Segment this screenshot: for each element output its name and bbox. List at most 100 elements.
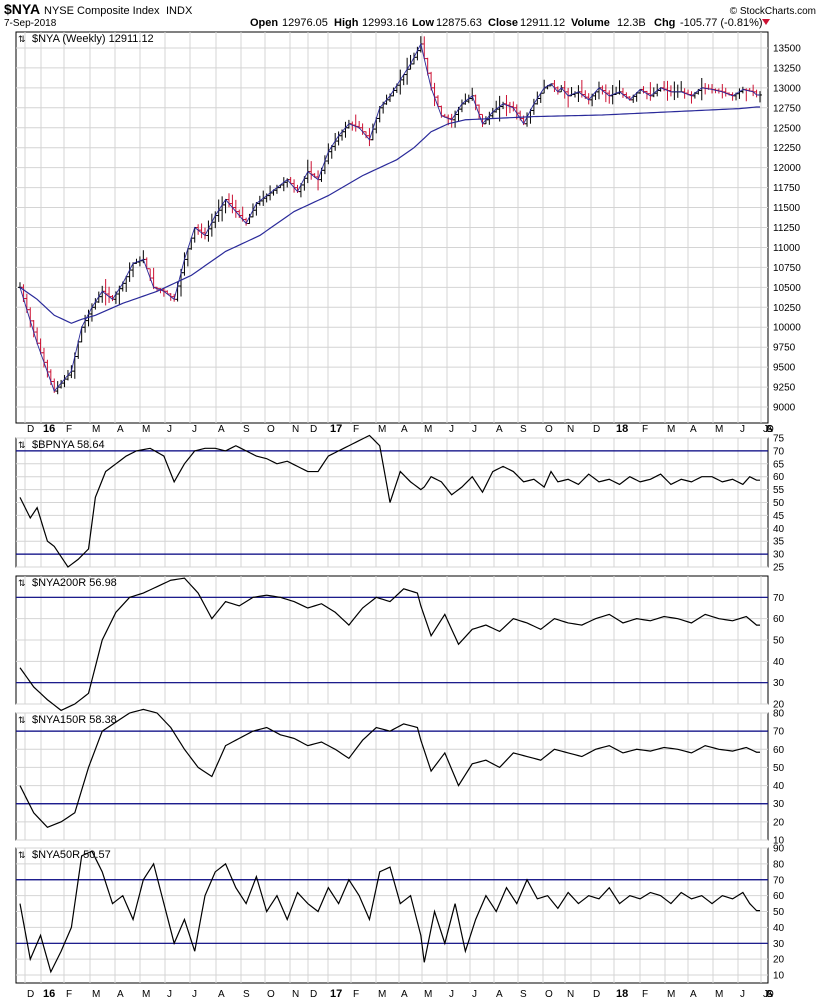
open-value: 12976.05 — [282, 17, 328, 29]
high-label: High — [334, 17, 359, 29]
x-tick-label: D — [27, 424, 34, 435]
x-tick-label: A — [690, 424, 697, 435]
y-tick-label: 40 — [773, 923, 785, 934]
x-tick-label: M — [142, 424, 150, 435]
y-tick-label: 30 — [773, 799, 785, 810]
x-tick-label: M — [667, 989, 675, 1000]
y-tick-label: 25 — [773, 563, 785, 574]
x-tick-label: O — [766, 989, 774, 1000]
y-tick-label: 80 — [773, 709, 785, 720]
x-tick-label: J — [167, 424, 172, 435]
x-tick-label: F — [642, 989, 648, 1000]
x-tick-label: F — [353, 989, 359, 1000]
y-tick-label: 30 — [773, 550, 785, 561]
x-tick-label: 16 — [43, 988, 55, 1000]
x-tick-label: A — [218, 424, 225, 435]
y-tick-label: 20 — [773, 955, 785, 966]
y-tick-label: 30 — [773, 939, 785, 950]
x-tick-label: M — [92, 989, 100, 1000]
x-tick-label: A — [496, 989, 503, 1000]
exchange: INDX — [166, 5, 193, 17]
x-tick-label: M — [715, 989, 723, 1000]
x-tick-label: 17 — [330, 988, 342, 1000]
x-tick-label: O — [766, 424, 774, 435]
y-tick-label: 60 — [773, 891, 785, 902]
y-tick-label: 10750 — [773, 263, 801, 274]
open-label: Open — [250, 17, 278, 29]
y-tick-label: 11000 — [773, 243, 801, 254]
x-tick-label: M — [424, 989, 432, 1000]
x-tick-label: S — [243, 424, 250, 435]
indicator-panel-2: 20 30 40 50 60 70 $NYA200R 56.98 ⇅ — [15, 575, 785, 712]
y-tick-label: 60 — [773, 614, 785, 625]
x-tick-label: N — [567, 989, 574, 1000]
y-tick-label: 12750 — [773, 103, 801, 114]
y-tick-label: 50 — [773, 907, 785, 918]
y-tick-label: 20 — [773, 700, 785, 711]
y-tick-label: 10 — [773, 971, 785, 982]
indicator-line — [19, 850, 760, 974]
y-tick-label: 12250 — [773, 143, 801, 154]
x-tick-label: M — [378, 989, 386, 1000]
x-tick-label: O — [267, 989, 275, 1000]
x-tick-label: S — [766, 989, 773, 1000]
x-tick-label: D — [593, 424, 600, 435]
x-tick-label: F — [66, 989, 72, 1000]
x-tick-label: M — [142, 989, 150, 1000]
x-tick-label: A — [117, 424, 124, 435]
y-tick-label: 50 — [773, 763, 785, 774]
y-tick-label: 70 — [773, 727, 785, 738]
panel-frame — [15, 712, 769, 841]
x-tick-label: S — [520, 989, 527, 1000]
y-tick-label: 10250 — [773, 303, 801, 314]
source-credit: © StockCharts.com — [730, 6, 816, 17]
x-tick-label: D — [310, 424, 317, 435]
x-tick-label: M — [378, 424, 386, 435]
x-tick-label: J — [763, 989, 768, 1000]
panel-legend: $BPNYA 58.64 — [32, 439, 105, 451]
x-tick-label: J — [763, 424, 768, 435]
x-tick-label: A — [766, 424, 773, 435]
y-tick-label: 80 — [773, 859, 785, 870]
y-tick-label: 65 — [773, 459, 785, 470]
x-tick-label: F — [353, 424, 359, 435]
moving-average-line — [19, 106, 760, 324]
x-tick-label: S — [243, 989, 250, 1000]
low-label: Low — [412, 17, 434, 29]
y-tick-label: 13500 — [773, 43, 801, 54]
y-tick-label: 12500 — [773, 123, 801, 134]
panel-legend: $NYA150R 58.38 — [32, 714, 117, 726]
y-tick-label: 90 — [773, 844, 785, 855]
y-tick-label: 70 — [773, 593, 785, 604]
x-tick-label: F — [66, 424, 72, 435]
x-tick-label: S — [766, 424, 773, 435]
x-tick-label: A — [218, 989, 225, 1000]
y-tick-label: 11500 — [773, 203, 801, 214]
x-tick-label: O — [545, 424, 553, 435]
y-tick-label: 75 — [773, 434, 785, 445]
x-tick-label: S — [520, 424, 527, 435]
y-tick-label: 10500 — [773, 283, 801, 294]
legend-arrows-icon: ⇅ — [18, 34, 26, 44]
x-tick-label: J — [167, 989, 172, 1000]
x-tick-label: A — [401, 989, 408, 1000]
volume-label: Volume — [571, 17, 610, 29]
y-tick-label: 11250 — [773, 223, 801, 234]
low-value: 12875.63 — [436, 17, 482, 29]
x-tick-label: N — [567, 424, 574, 435]
panel-legend: $NYA200R 56.98 — [32, 577, 117, 589]
y-tick-label: 9000 — [773, 403, 796, 414]
index-name: NYSE Composite Index — [44, 5, 160, 17]
x-tick-label: J — [449, 989, 454, 1000]
y-tick-label: 60 — [773, 472, 785, 483]
y-tick-label: 11750 — [773, 183, 801, 194]
high-value: 12993.16 — [362, 17, 408, 29]
x-tick-label: M — [424, 424, 432, 435]
x-tick-label: J — [472, 989, 477, 1000]
chart-date: 7-Sep-2018 — [4, 18, 57, 29]
panel-legend: $NYA50R 50.57 — [32, 849, 111, 861]
x-tick-label: D — [27, 989, 34, 1000]
x-tick-label: A — [401, 424, 408, 435]
price-line — [19, 42, 760, 392]
